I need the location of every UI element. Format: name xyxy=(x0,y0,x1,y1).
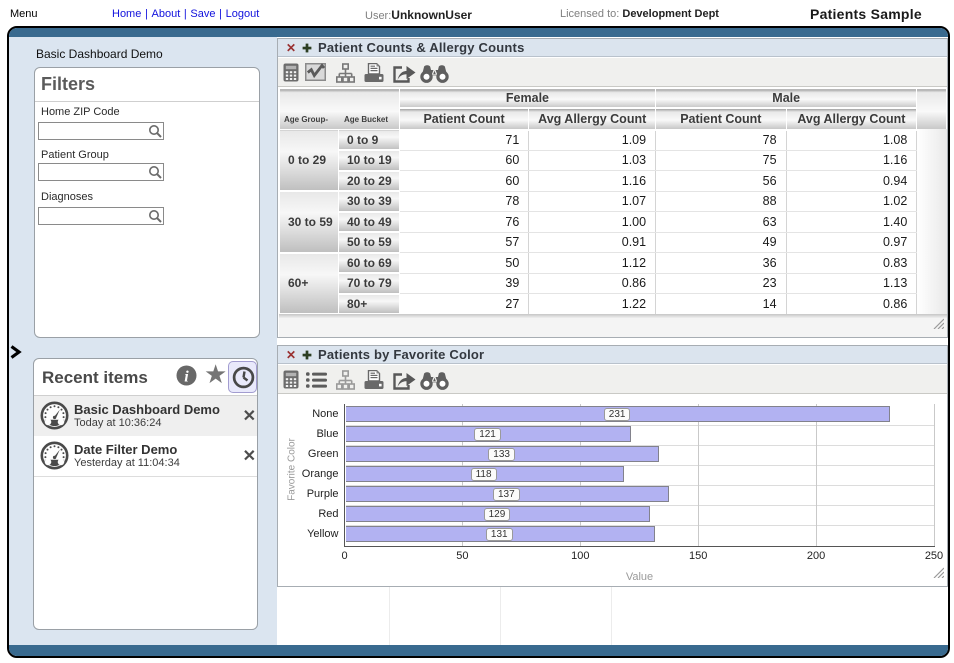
svg-text:i: i xyxy=(184,369,189,386)
